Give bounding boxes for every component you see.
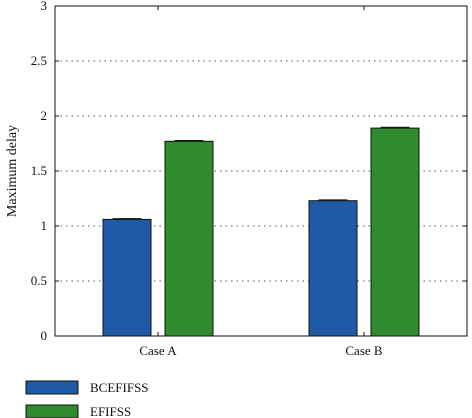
y-tick-label: 0 [41,328,48,343]
y-tick-label: 2.5 [31,53,47,68]
legend-label-efifss: EFIFSS [90,404,131,418]
bar-bcefifss-case-a [102,218,152,337]
x-tick-label: Case A [139,343,177,358]
legend-swatch-bcefifss [25,380,79,395]
y-tick-label: 0.5 [31,273,47,288]
bar-efifss-case-a [164,140,214,337]
x-tick-label: Case B [345,343,383,358]
bar-bcefifss-case-b [308,200,358,337]
axis-ticks: 0 0.5 1 1.5 2 2.5 3 Case A Case B [31,0,467,358]
legend-swatch-efifss [25,404,79,418]
bar-efifss-case-b [370,127,420,337]
y-tick-label: 1.5 [31,163,47,178]
y-tick-label: 3 [41,0,48,13]
legend-label-bcefifss: BCEFIFSS [90,380,149,395]
y-tick-label: 2 [41,108,48,123]
y-axis-label: Maximum delay [5,125,20,217]
legend: BCEFIFSS EFIFSS [25,380,149,418]
bars [102,126,420,337]
y-tick-label: 1 [41,218,48,233]
